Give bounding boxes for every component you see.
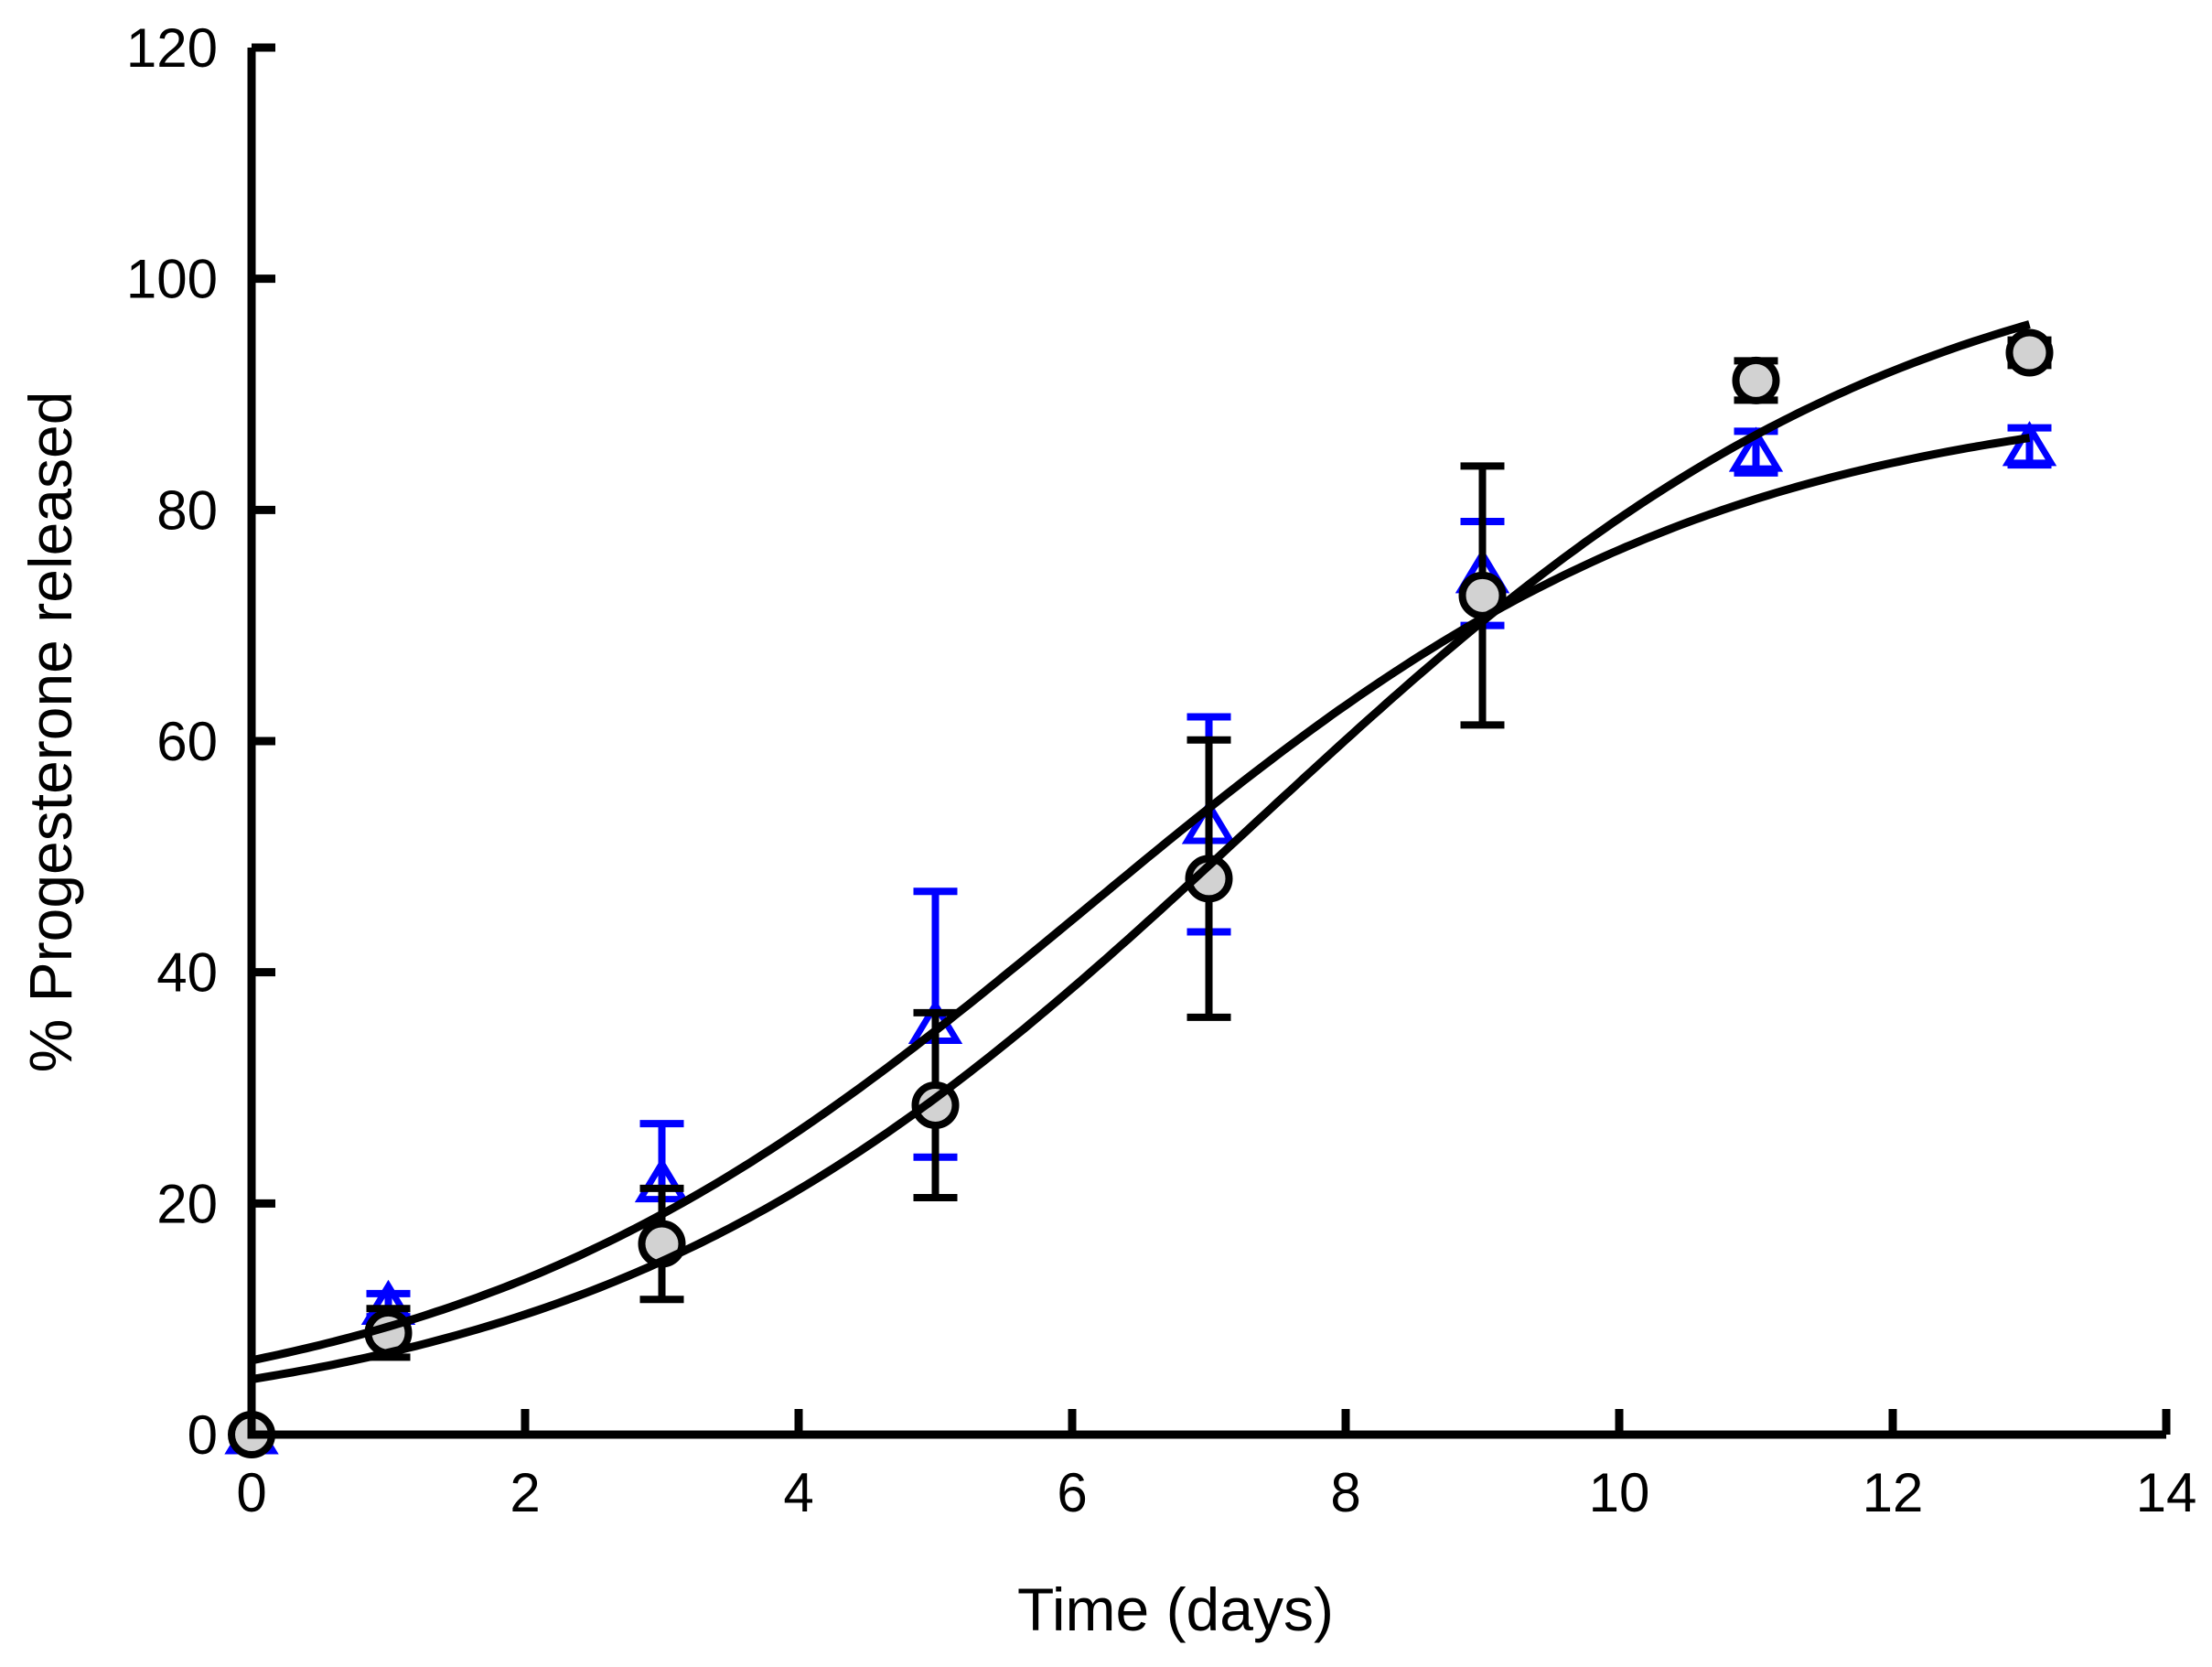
x-axis: 0 2 4 6 8 10 12 14: [236, 1409, 2196, 1523]
x-tick-label: 4: [783, 1462, 813, 1523]
series-gray-circles: [228, 328, 2054, 1458]
marker-circle: [2005, 328, 2054, 377]
y-axis-title: % Progesterone released: [16, 392, 84, 1073]
marker-circle: [1732, 356, 1780, 404]
y-tick-label: 120: [126, 17, 218, 79]
plot-area: 0 2 4 6 8 10 12 14 0 20 40 60 80 100 120: [126, 17, 2196, 1523]
x-tick-label: 14: [2136, 1462, 2197, 1523]
x-tick-label: 8: [1330, 1462, 1360, 1523]
series-open-triangles: [224, 421, 2057, 1455]
y-tick-label: 80: [156, 479, 218, 541]
marker-triangle: [1728, 426, 1784, 472]
y-tick-label: 100: [126, 249, 218, 310]
y-tick-label: 60: [156, 711, 218, 772]
x-tick-label: 10: [1589, 1462, 1650, 1523]
x-tick-label: 2: [510, 1462, 540, 1523]
x-axis-title: Time (days): [1017, 1576, 1334, 1643]
y-tick-label: 0: [188, 1404, 218, 1466]
y-tick-label: 40: [156, 942, 218, 1004]
x-tick-label: 12: [1863, 1462, 1924, 1523]
marker-triangle: [2002, 421, 2057, 467]
x-tick-label: 6: [1057, 1462, 1087, 1523]
y-axis: 0 20 40 60 80 100 120: [126, 17, 275, 1466]
y-tick-label: 20: [156, 1173, 218, 1234]
error-bar: [2007, 424, 2052, 469]
fit-curve-gray-circles: [251, 320, 2031, 1383]
x-tick-label: 0: [236, 1462, 266, 1523]
fit-curve-open-triangles: [251, 434, 2031, 1365]
